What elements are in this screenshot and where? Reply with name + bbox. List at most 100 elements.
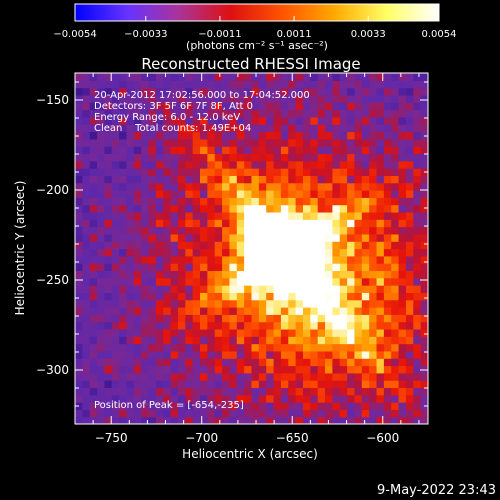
- heatmap-cell: [222, 73, 231, 81]
- heatmap-cell: [163, 102, 172, 111]
- heatmap-cell: [111, 87, 120, 96]
- heatmap-cell: [126, 248, 135, 257]
- heatmap-cell: [295, 211, 304, 220]
- heatmap-cell: [405, 409, 414, 418]
- heatmap-cell: [280, 226, 289, 235]
- heatmap-cell: [119, 197, 128, 206]
- heatmap-cell: [332, 204, 341, 213]
- heatmap-cell: [383, 314, 392, 323]
- heatmap-cell: [133, 175, 142, 184]
- heatmap-cell: [310, 233, 319, 242]
- heatmap-cell: [177, 292, 186, 301]
- heatmap-cell: [266, 394, 275, 403]
- heatmap-cell: [177, 102, 186, 111]
- heatmap-cell: [214, 124, 223, 133]
- heatmap-cell: [244, 190, 253, 198]
- heatmap-cell: [251, 160, 260, 169]
- heatmap-cell: [155, 336, 164, 345]
- heatmap-cell: [288, 365, 297, 374]
- heatmap-cell: [347, 307, 356, 315]
- heatmap-cell: [317, 314, 326, 323]
- heatmap-cell: [133, 233, 142, 242]
- heatmap-cell: [339, 321, 348, 330]
- heatmap-cell: [229, 292, 238, 301]
- heatmap-cell: [347, 409, 356, 418]
- heatmap-cell: [391, 102, 400, 111]
- heatmap-cell: [89, 175, 98, 184]
- heatmap-cell: [347, 190, 356, 198]
- heatmap-cell: [82, 153, 91, 162]
- heatmap-cell: [332, 146, 341, 155]
- heatmap-cell: [192, 387, 201, 396]
- heatmap-cell: [302, 80, 311, 89]
- heatmap-cell: [376, 138, 385, 147]
- heatmap-cell: [258, 321, 267, 330]
- heatmap-cell: [119, 248, 128, 257]
- heatmap-cell: [207, 182, 216, 191]
- heatmap-cell: [405, 263, 414, 272]
- heatmap-cell: [383, 102, 392, 111]
- heatmap-cell: [104, 219, 113, 228]
- heatmap-cell: [126, 190, 135, 198]
- colorbar-tick-label: −0.0054: [53, 29, 96, 40]
- heatmap-cell: [405, 255, 414, 264]
- heatmap-cell: [310, 204, 319, 213]
- heatmap-cell: [104, 409, 113, 418]
- heatmap-cell: [398, 219, 407, 228]
- heatmap-cell: [420, 358, 428, 367]
- heatmap-cell: [325, 402, 333, 410]
- heatmap-cell: [273, 350, 282, 359]
- heatmap-cell: [126, 387, 135, 396]
- heatmap-cell: [347, 197, 356, 206]
- heatmap-cell: [398, 124, 407, 133]
- heatmap-cell: [82, 190, 91, 198]
- heatmap-cell: [126, 343, 135, 352]
- heatmap-cell: [185, 343, 194, 352]
- heatmap-cell: [280, 285, 289, 293]
- heatmap-cell: [82, 394, 91, 403]
- heatmap-cell: [163, 131, 172, 140]
- heatmap-cell: [155, 233, 164, 242]
- heatmap-cell: [398, 285, 407, 293]
- heatmap-cell: [207, 328, 216, 337]
- heatmap-cell: [97, 248, 106, 257]
- heatmap-cell: [273, 285, 282, 293]
- heatmap-cell: [244, 219, 253, 228]
- heatmap-cell: [177, 190, 186, 198]
- heatmap-cell: [177, 336, 186, 345]
- heatmap-cell: [420, 197, 428, 206]
- heatmap-cell: [258, 233, 267, 242]
- heatmap-cell: [325, 263, 333, 272]
- heatmap-cell: [361, 299, 370, 308]
- heatmap-cell: [266, 146, 275, 155]
- heatmap-cell: [369, 365, 378, 374]
- heatmap-cell: [148, 409, 157, 418]
- heatmap-cell: [413, 372, 422, 381]
- heatmap-cell: [258, 241, 267, 250]
- heatmap-cell: [339, 285, 348, 293]
- heatmap-cell: [273, 255, 282, 264]
- heatmap-cell: [155, 380, 164, 389]
- heatmap-cell: [155, 190, 164, 198]
- heatmap-cell: [141, 314, 150, 323]
- heatmap-cell: [163, 263, 172, 272]
- heatmap-cell: [155, 168, 164, 176]
- heatmap-cell: [251, 328, 260, 337]
- heatmap-cell: [192, 394, 201, 403]
- heatmap-cell: [420, 175, 428, 184]
- heatmap-cell: [126, 307, 135, 315]
- heatmap-cell: [369, 328, 378, 337]
- heatmap-cell: [310, 292, 319, 301]
- heatmap-cell: [391, 255, 400, 264]
- annotation-time-range: 20-Apr-2012 17:02:56.000 to 17:04:52.000: [94, 90, 310, 101]
- heatmap-cell: [126, 402, 135, 410]
- heatmap-cell: [133, 270, 142, 279]
- heatmap-cell: [97, 233, 106, 242]
- heatmap-cell: [361, 292, 370, 301]
- heatmap-cell: [222, 365, 231, 374]
- heatmap-cell: [133, 102, 142, 111]
- heatmap-cell: [420, 365, 428, 374]
- heatmap-cell: [280, 87, 289, 96]
- heatmap-cell: [347, 255, 356, 264]
- heatmap-cell: [354, 153, 363, 162]
